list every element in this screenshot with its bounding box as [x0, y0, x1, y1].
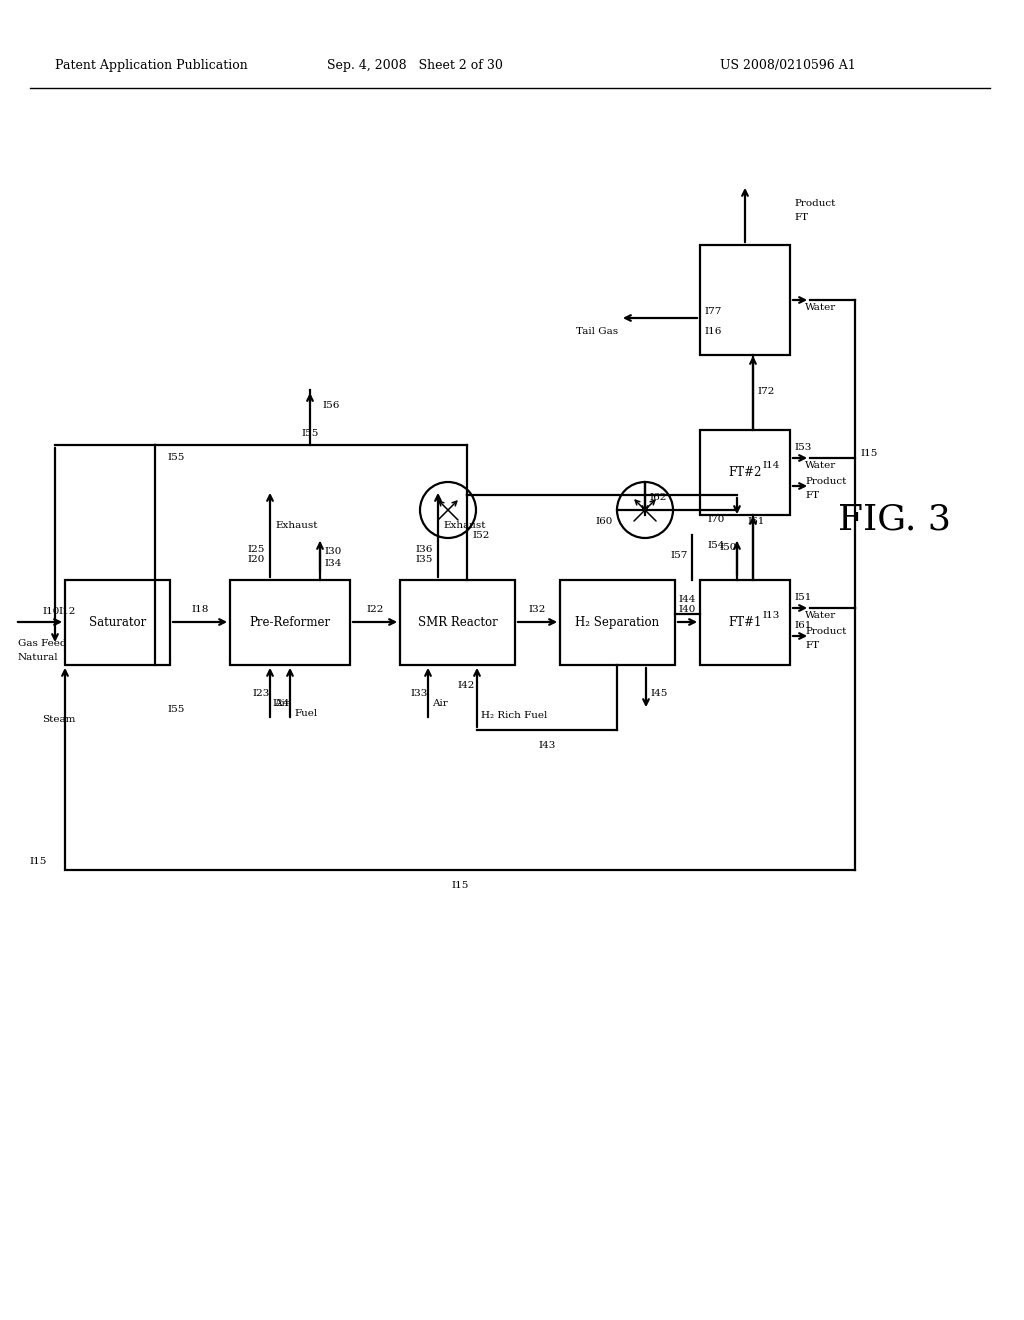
- Text: FT: FT: [805, 491, 819, 500]
- Text: Natural: Natural: [18, 652, 58, 661]
- Text: I14: I14: [762, 462, 779, 470]
- Text: I32: I32: [528, 606, 546, 615]
- Text: I10: I10: [42, 607, 59, 616]
- Text: Tail Gas: Tail Gas: [575, 327, 618, 337]
- Text: I20: I20: [248, 556, 265, 565]
- Text: FT#1: FT#1: [728, 616, 762, 630]
- Text: FT: FT: [794, 213, 808, 222]
- Text: SMR Reactor: SMR Reactor: [418, 616, 498, 630]
- Text: I30: I30: [324, 548, 341, 557]
- Text: Air: Air: [274, 698, 290, 708]
- Text: I77: I77: [705, 308, 721, 317]
- Text: Fuel: Fuel: [294, 709, 317, 718]
- Text: Gas Feed: Gas Feed: [18, 639, 67, 648]
- Text: Water: Water: [805, 611, 837, 620]
- Text: I60: I60: [596, 517, 613, 527]
- Bar: [65, 579, 170, 665]
- Text: I15: I15: [860, 450, 878, 458]
- Text: Exhaust: Exhaust: [275, 520, 317, 529]
- Text: I16: I16: [705, 327, 721, 337]
- Text: I15: I15: [452, 882, 469, 891]
- Text: I53: I53: [794, 444, 811, 453]
- Text: Saturator: Saturator: [89, 616, 146, 630]
- Text: H₂ Rich Fuel: H₂ Rich Fuel: [481, 710, 548, 719]
- Text: I45: I45: [650, 689, 668, 697]
- Text: I51: I51: [794, 594, 811, 602]
- Text: US 2008/0210596 A1: US 2008/0210596 A1: [720, 58, 856, 71]
- Text: I61: I61: [746, 517, 764, 527]
- Text: I61: I61: [794, 622, 811, 631]
- Text: Exhaust: Exhaust: [443, 520, 485, 529]
- Text: I72: I72: [757, 388, 774, 396]
- Text: I43: I43: [539, 741, 556, 750]
- Text: I33: I33: [410, 689, 427, 697]
- Text: FIG. 3: FIG. 3: [839, 503, 951, 537]
- Text: I24: I24: [272, 698, 290, 708]
- Text: I34: I34: [324, 560, 341, 569]
- Text: I12: I12: [58, 607, 76, 616]
- Text: Sep. 4, 2008   Sheet 2 of 30: Sep. 4, 2008 Sheet 2 of 30: [327, 58, 503, 71]
- Text: FT: FT: [805, 642, 819, 651]
- Text: I55: I55: [167, 705, 184, 714]
- Text: I50: I50: [720, 543, 737, 552]
- Text: Product: Product: [805, 478, 847, 487]
- Text: Air: Air: [432, 698, 447, 708]
- Text: Product: Product: [805, 627, 847, 636]
- Text: I44: I44: [678, 595, 695, 605]
- Bar: [700, 579, 790, 665]
- Text: I13: I13: [762, 611, 779, 620]
- Bar: [230, 579, 350, 665]
- Text: I40: I40: [678, 606, 695, 615]
- Text: Water: Water: [805, 462, 837, 470]
- Text: I42: I42: [457, 681, 474, 689]
- Text: I25: I25: [248, 545, 265, 554]
- Text: Product: Product: [794, 198, 836, 207]
- Text: FT#2: FT#2: [728, 466, 762, 479]
- Text: I18: I18: [191, 606, 209, 615]
- Text: I23: I23: [252, 689, 269, 697]
- Text: I62: I62: [649, 494, 667, 503]
- Bar: [700, 246, 790, 355]
- Text: H₂ Separation: H₂ Separation: [575, 616, 659, 630]
- Text: I57: I57: [671, 550, 688, 560]
- Bar: [700, 430, 790, 515]
- Bar: [560, 579, 675, 665]
- Text: I56: I56: [322, 400, 339, 409]
- Text: Steam: Steam: [42, 715, 76, 725]
- Text: I55: I55: [167, 453, 184, 462]
- Bar: [400, 579, 515, 665]
- Text: I22: I22: [367, 606, 384, 615]
- Text: Patent Application Publication: Patent Application Publication: [55, 58, 248, 71]
- Text: I54: I54: [708, 540, 725, 549]
- Text: I70: I70: [708, 516, 725, 524]
- Text: I15: I15: [30, 858, 47, 866]
- Text: I36: I36: [416, 545, 433, 554]
- Text: Pre-Reformer: Pre-Reformer: [250, 616, 331, 630]
- Text: I52: I52: [472, 531, 489, 540]
- Text: I35: I35: [416, 556, 433, 565]
- Text: Water: Water: [805, 304, 837, 313]
- Text: I55: I55: [301, 429, 318, 437]
